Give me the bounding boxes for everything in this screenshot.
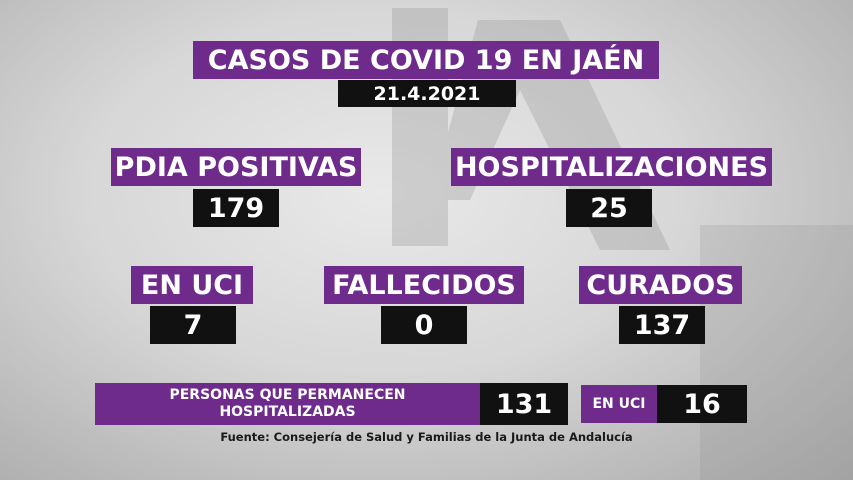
hospitalizaciones-value: 25 [566,189,652,227]
source-note: Fuente: Consejería de Salud y Familias d… [220,430,633,444]
page-title: CASOS DE COVID 19 EN JAÉN [193,41,659,79]
curados-value: 137 [619,306,705,344]
hospitalizaciones-label: HOSPITALIZACIONES [451,148,772,186]
date-label: 21.4.2021 [338,80,516,107]
en-uci-value: 7 [150,306,236,344]
personas-hospitalizadas-label: PERSONAS QUE PERMANECEN HOSPITALIZADAS [95,383,480,425]
uci-hospitalizadas-label: EN UCI [581,385,657,423]
pdia-positivas-value: 179 [193,189,279,227]
curados-label: CURADOS [579,266,742,304]
personas-hospitalizadas-label-line2: HOSPITALIZADAS [219,404,356,420]
pdia-positivas-label: PDIA POSITIVAS [111,148,361,186]
personas-hospitalizadas-label-line1: PERSONAS QUE PERMANECEN [169,387,406,403]
en-uci-label: EN UCI [131,266,253,304]
uci-hospitalizadas-value: 16 [657,385,747,423]
fallecidos-label: FALLECIDOS [324,266,524,304]
personas-hospitalizadas-value: 131 [480,383,568,425]
fallecidos-value: 0 [381,306,467,344]
